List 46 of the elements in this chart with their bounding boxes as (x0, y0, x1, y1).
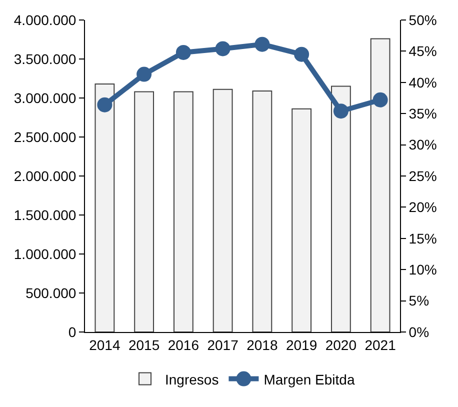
y-tick-label: 2.500.000 (14, 128, 76, 145)
y-tick-label: 4.000.000 (14, 12, 76, 28)
x-tick-label: 2021 (364, 336, 396, 353)
y-tick-label: 1.500.000 (14, 206, 76, 223)
y2-tick-label: 20% (408, 199, 437, 216)
point (97, 97, 112, 112)
bar (252, 90, 272, 332)
y2-tick-label: 0% (408, 324, 430, 340)
y2-tick-label: 50% (408, 12, 437, 28)
bar (370, 38, 390, 332)
x-tick-label: 2016 (168, 336, 200, 353)
y-tick-label: 500.000 (26, 284, 76, 301)
y-tick-label: 1.000.000 (14, 246, 76, 262)
x-tick-label: 2017 (207, 336, 239, 353)
y2-tick-label: 25% (408, 168, 437, 184)
point (136, 66, 152, 82)
point (215, 41, 230, 56)
point (176, 44, 191, 60)
x-tick-label: 2020 (325, 336, 357, 353)
bar (330, 86, 351, 332)
y2-tick-label: 45% (408, 43, 437, 60)
legend-label: Ingresos (165, 371, 219, 388)
x-tick-label: 2018 (246, 336, 278, 353)
bar (173, 91, 194, 332)
point (294, 46, 310, 62)
x-tick-label: 2015 (128, 336, 160, 353)
y2-tick-label: 40% (408, 74, 437, 90)
point (333, 104, 348, 119)
y-tick-label: 3.500.000 (14, 50, 76, 67)
y-tick-label: 0 (68, 324, 76, 340)
y2-tick-label: 35% (408, 106, 437, 122)
legend-label: Margen Ebitda (264, 371, 355, 388)
x-tick-label: 2019 (286, 336, 318, 353)
point (254, 36, 270, 52)
point (372, 92, 388, 108)
y2-tick-label: 10% (408, 262, 437, 278)
bar (212, 88, 233, 332)
bar (292, 108, 312, 332)
bar (94, 83, 115, 332)
y-tick-label: 3.000.000 (14, 90, 76, 106)
bar (134, 91, 154, 332)
x-tick-label: 2014 (89, 336, 120, 353)
y2-tick-label: 15% (408, 230, 437, 246)
y2-tick-label: 30% (408, 136, 437, 153)
y-tick-label: 2.000.000 (14, 168, 76, 184)
y2-tick-label: 5% (408, 292, 430, 309)
